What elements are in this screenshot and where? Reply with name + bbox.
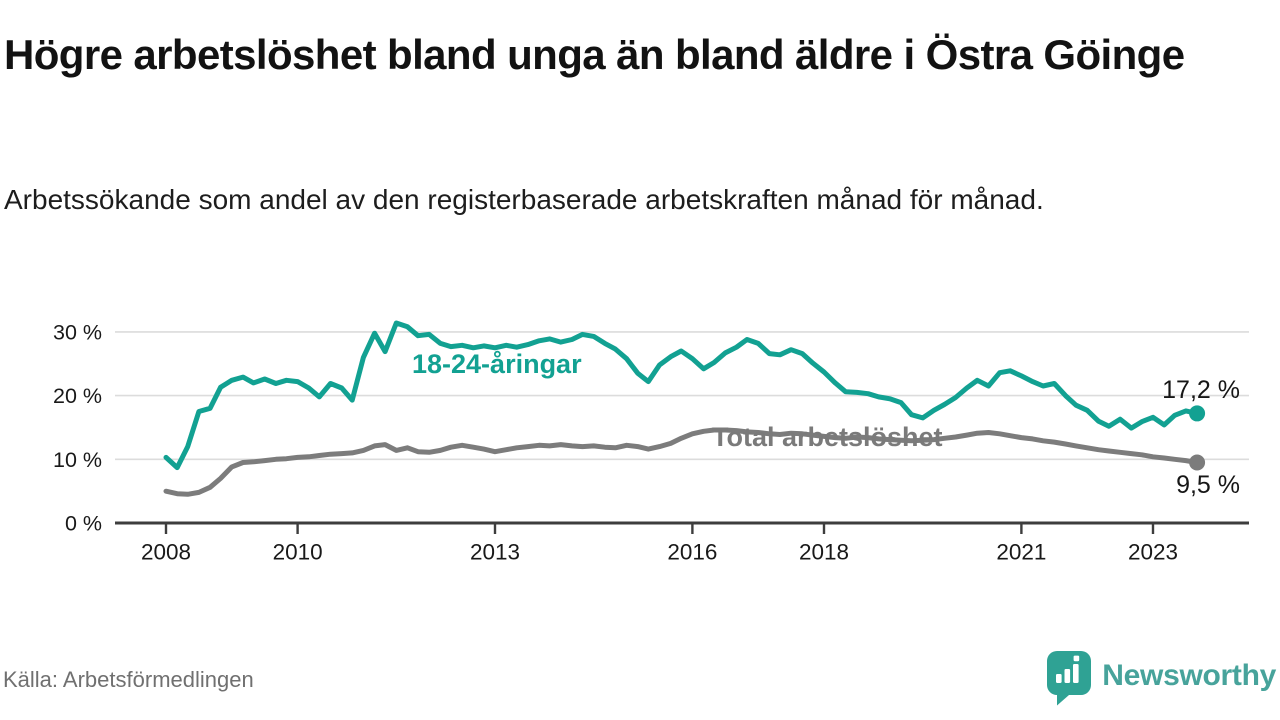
series-label-youth: 18-24-åringar bbox=[412, 349, 582, 379]
newsworthy-bubble-chart-icon bbox=[1047, 650, 1092, 705]
end-value-label-youth: 17,2 % bbox=[1162, 376, 1240, 404]
y-tick-label-20: 20 % bbox=[53, 384, 102, 408]
newsworthy-wordmark: Newsworthy bbox=[1102, 659, 1276, 692]
series-line-total bbox=[163, 427, 1200, 497]
logo-bar-medium bbox=[1064, 668, 1071, 683]
y-tick-label-30: 30 % bbox=[53, 320, 102, 344]
source-note: Källa: Arbetsförmedlingen bbox=[3, 667, 254, 692]
logo-exclamation-dot bbox=[1073, 655, 1080, 661]
y-tick-label-0: 0 % bbox=[65, 512, 102, 536]
x-tick-label-2021: 2021 bbox=[996, 540, 1046, 565]
series-end-dot-total bbox=[1189, 454, 1206, 471]
newsworthy-logo: Newsworthy bbox=[1045, 646, 1276, 706]
y-tick-label-10: 10 % bbox=[53, 448, 102, 472]
x-tick-label-2010: 2010 bbox=[273, 540, 323, 565]
end-value-label-total: 9,5 % bbox=[1176, 471, 1240, 499]
series-line-youth bbox=[163, 320, 1200, 471]
chart-subtitle: Arbetssökande som andel av den registerb… bbox=[4, 184, 1044, 215]
unemployment-line-chart: 0 % 10 % 20 % 30 % 2008 2010 2013 2016 2018 2021 2… bbox=[53, 320, 1249, 565]
x-tick-label-2013: 2013 bbox=[470, 540, 520, 565]
series-label-total: Total arbetslöshet bbox=[712, 422, 943, 452]
logo-bar-small bbox=[1056, 673, 1062, 683]
x-tick-label-2018: 2018 bbox=[799, 540, 849, 565]
x-tick-label-2023: 2023 bbox=[1128, 540, 1178, 565]
logo-bar-tall bbox=[1073, 663, 1079, 683]
chart-title: Högre arbetslöshet bland unga än bland ä… bbox=[4, 31, 1185, 78]
series-end-dot-youth bbox=[1189, 405, 1206, 422]
x-tick-label-2008: 2008 bbox=[141, 540, 191, 565]
x-tick-label-2016: 2016 bbox=[667, 540, 717, 565]
